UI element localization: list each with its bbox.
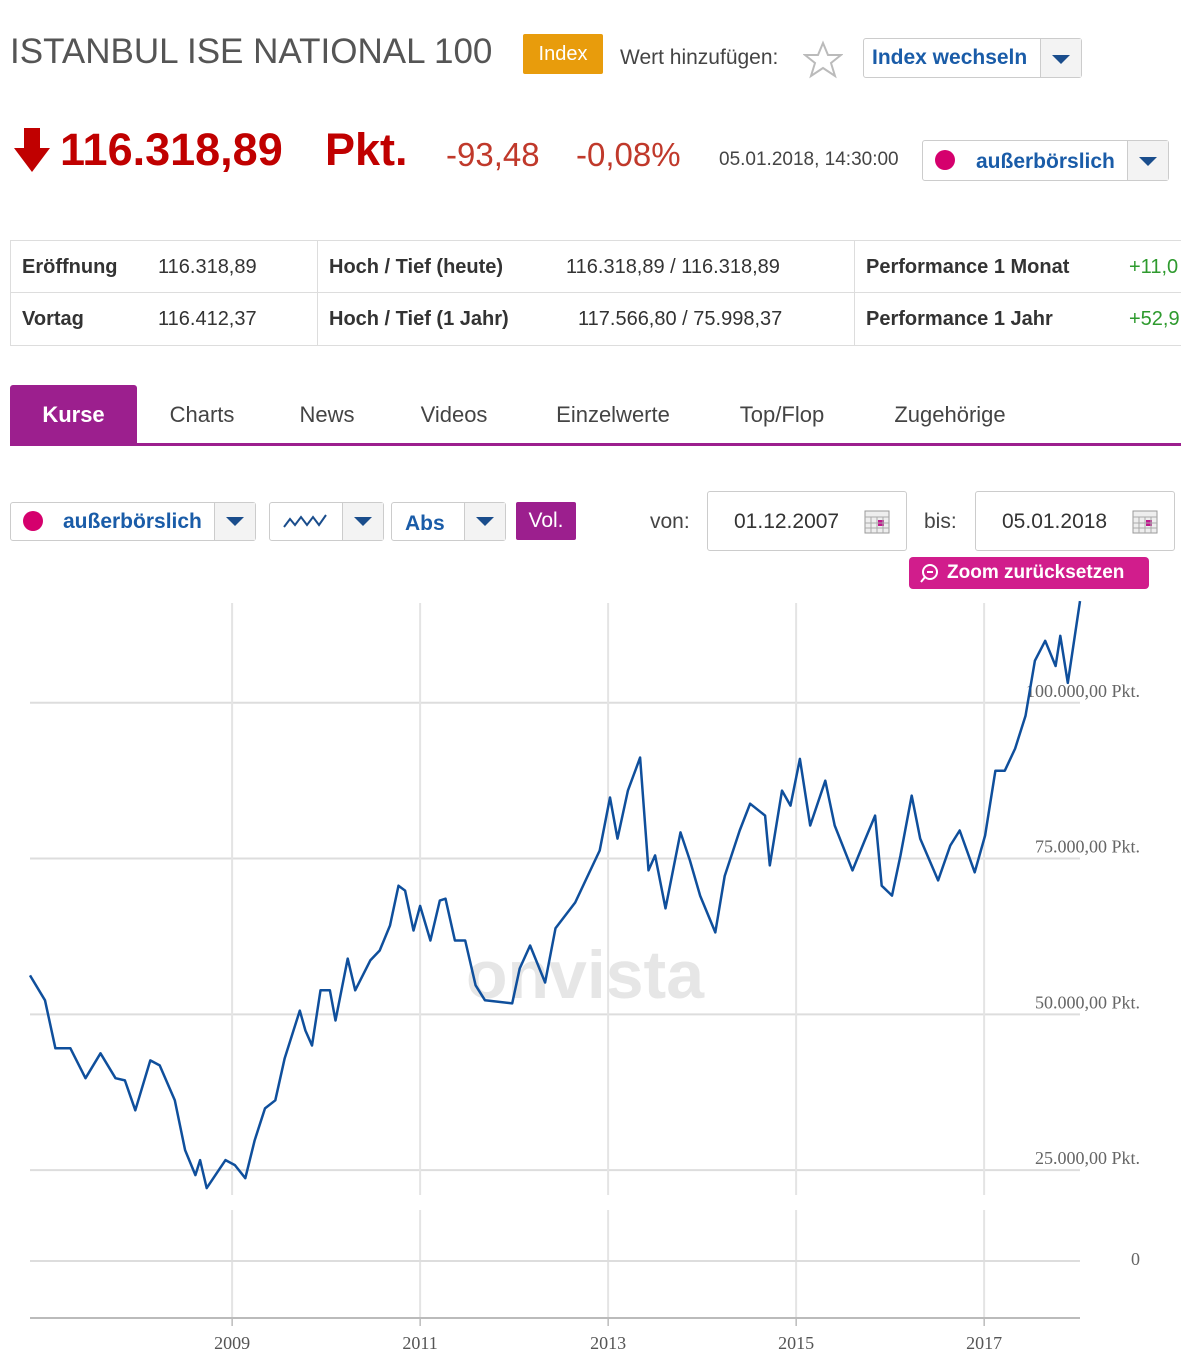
row-divider [11, 292, 1181, 293]
stats-table: Eröffnung 116.318,89 Hoch / Tief (heute)… [10, 240, 1181, 346]
watermark: onvista [466, 937, 705, 1013]
zoom-reset[interactable]: Zoom zurücksetzen [909, 557, 1149, 589]
stat-label: Hoch / Tief (1 Jahr) [329, 308, 509, 330]
volume-button[interactable]: Vol. [516, 502, 576, 540]
line-icon [283, 514, 327, 528]
exchange-text: außerbörslich [976, 150, 1115, 173]
y-tick-label: 75.000,00 Pkt. [1035, 837, 1140, 857]
x-tick-label: 2017 [966, 1333, 1002, 1353]
price: 116.318,89 [60, 124, 283, 175]
y-tick-label: 50.000,00 Pkt. [1035, 992, 1140, 1012]
dropdown-arrow [1052, 55, 1070, 64]
dropdown-arrow [226, 517, 244, 526]
exchange-dot [935, 150, 955, 170]
switch-text: Index wechseln [872, 46, 1028, 69]
stat-label: Vortag [22, 308, 84, 330]
exchange-dot [23, 511, 43, 531]
price-line [28, 600, 1082, 1190]
tab[interactable]: Videos [420, 402, 488, 427]
tab-active[interactable]: Kurse [10, 385, 137, 443]
tab[interactable]: Top/Flop [739, 402, 825, 427]
exchange-select[interactable]: außerbörslich [922, 140, 1169, 181]
price-unit: Pkt. [325, 124, 408, 175]
to-date[interactable]: 05.01.2018 [975, 491, 1175, 551]
volume-tick-label: 0 [1131, 1249, 1140, 1269]
star-icon[interactable] [803, 40, 843, 80]
zoom-text: Zoom zurücksetzen [947, 562, 1125, 583]
chart-exchange-select[interactable]: außerbörslich [10, 502, 256, 541]
dropdown-arrow [1139, 157, 1157, 166]
tab[interactable]: Einzelwerte [556, 402, 670, 427]
stat-value: +11,0 [1129, 256, 1179, 278]
col-divider [854, 241, 855, 345]
x-tick-label: 2009 [214, 1333, 250, 1353]
from-text: 01.12.2007 [734, 510, 840, 533]
stat-label: Eröffnung [22, 256, 118, 278]
add-label: Wert hinzufügen: [620, 46, 779, 69]
zoom-icon [920, 564, 938, 583]
stat-value: 116.318,89 / 116.318,89 [566, 256, 780, 278]
from-label: von: [650, 510, 690, 533]
page-title: ISTANBUL ISE NATIONAL 100 [10, 32, 493, 71]
change: -93,48 [446, 136, 540, 173]
y-tick-label: 100.000,00 Pkt. [1026, 681, 1140, 701]
tab[interactable]: News [299, 402, 355, 427]
calendar-icon [1132, 510, 1158, 534]
change-pct: -0,08% [576, 136, 681, 173]
to-text: 05.01.2018 [1002, 510, 1108, 533]
stat-label: Hoch / Tief (heute) [329, 256, 504, 278]
timestamp: 05.01.2018, 14:30:00 [719, 149, 899, 170]
down-arrow [14, 128, 50, 172]
y-tick-label: 25.000,00 Pkt. [1035, 1148, 1140, 1168]
from-date[interactable]: 01.12.2007 [707, 491, 907, 551]
stat-value: 117.566,80 / 75.998,37 [578, 308, 783, 330]
mode-select[interactable]: Abs [391, 502, 506, 541]
calendar-icon [864, 510, 890, 534]
exchange-text: außerbörslich [63, 510, 202, 533]
stat-label: Performance 1 Jahr [866, 308, 1053, 330]
stat-value: 116.412,37 [158, 308, 257, 330]
col-divider [317, 241, 318, 345]
tab[interactable]: Zugehörige [894, 402, 1006, 427]
chart-type-select[interactable] [269, 502, 384, 541]
x-tick-label: 2015 [778, 1333, 814, 1353]
stat-value: +52,9 [1129, 308, 1180, 330]
tab-underline [10, 443, 1181, 446]
stat-label: Performance 1 Monat [866, 256, 1070, 278]
to-label: bis: [924, 510, 957, 533]
dropdown-arrow [354, 517, 372, 526]
index-switch[interactable]: Index wechseln [863, 38, 1082, 78]
badge[interactable]: Index [523, 34, 603, 74]
dropdown-arrow [476, 517, 494, 526]
x-tick-label: 2011 [402, 1333, 437, 1353]
x-tick-label: 2013 [590, 1333, 626, 1353]
tab[interactable]: Charts [169, 402, 235, 427]
stat-value: 116.318,89 [158, 256, 257, 278]
mode-text: Abs [405, 512, 445, 535]
